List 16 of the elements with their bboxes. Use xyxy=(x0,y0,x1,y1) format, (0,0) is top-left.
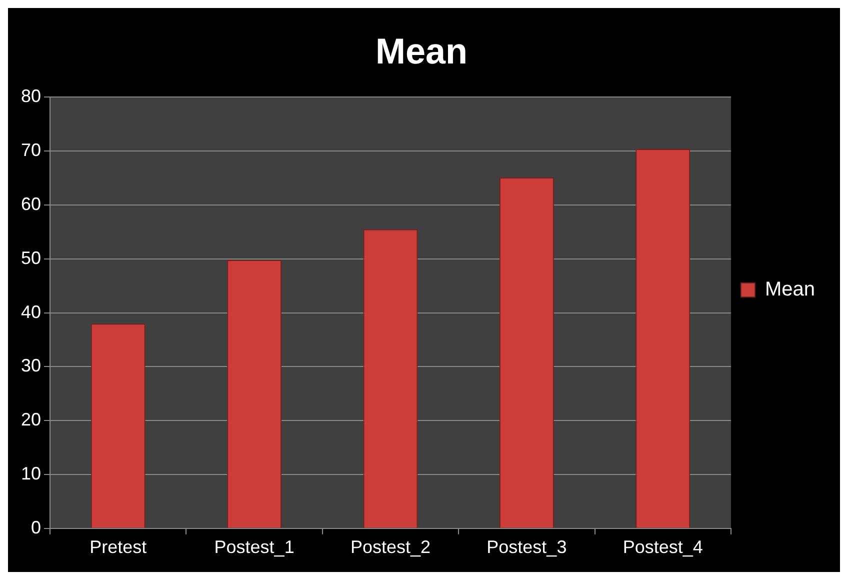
x-tick-label: Postest_3 xyxy=(486,537,567,558)
y-tick-label: 40 xyxy=(20,302,42,322)
y-tick-label: 10 xyxy=(20,463,42,484)
x-tick-label: Pretest xyxy=(90,537,147,558)
x-tick-label: Postest_1 xyxy=(214,537,294,558)
legend-label: Mean xyxy=(764,278,815,301)
x-tick-label: Postest_2 xyxy=(350,537,431,558)
chart-title: Mean xyxy=(375,30,468,72)
y-tick-label: 50 xyxy=(20,248,42,268)
y-tick-label: 60 xyxy=(20,194,42,214)
y-tick-label: 30 xyxy=(20,356,42,376)
x-tick-label: Postest_4 xyxy=(622,537,703,558)
y-tick-label: 0 xyxy=(31,517,42,538)
y-tick-label: 20 xyxy=(20,410,42,430)
y-tick-label: 70 xyxy=(20,140,42,160)
y-tick-label: 80 xyxy=(20,86,42,106)
